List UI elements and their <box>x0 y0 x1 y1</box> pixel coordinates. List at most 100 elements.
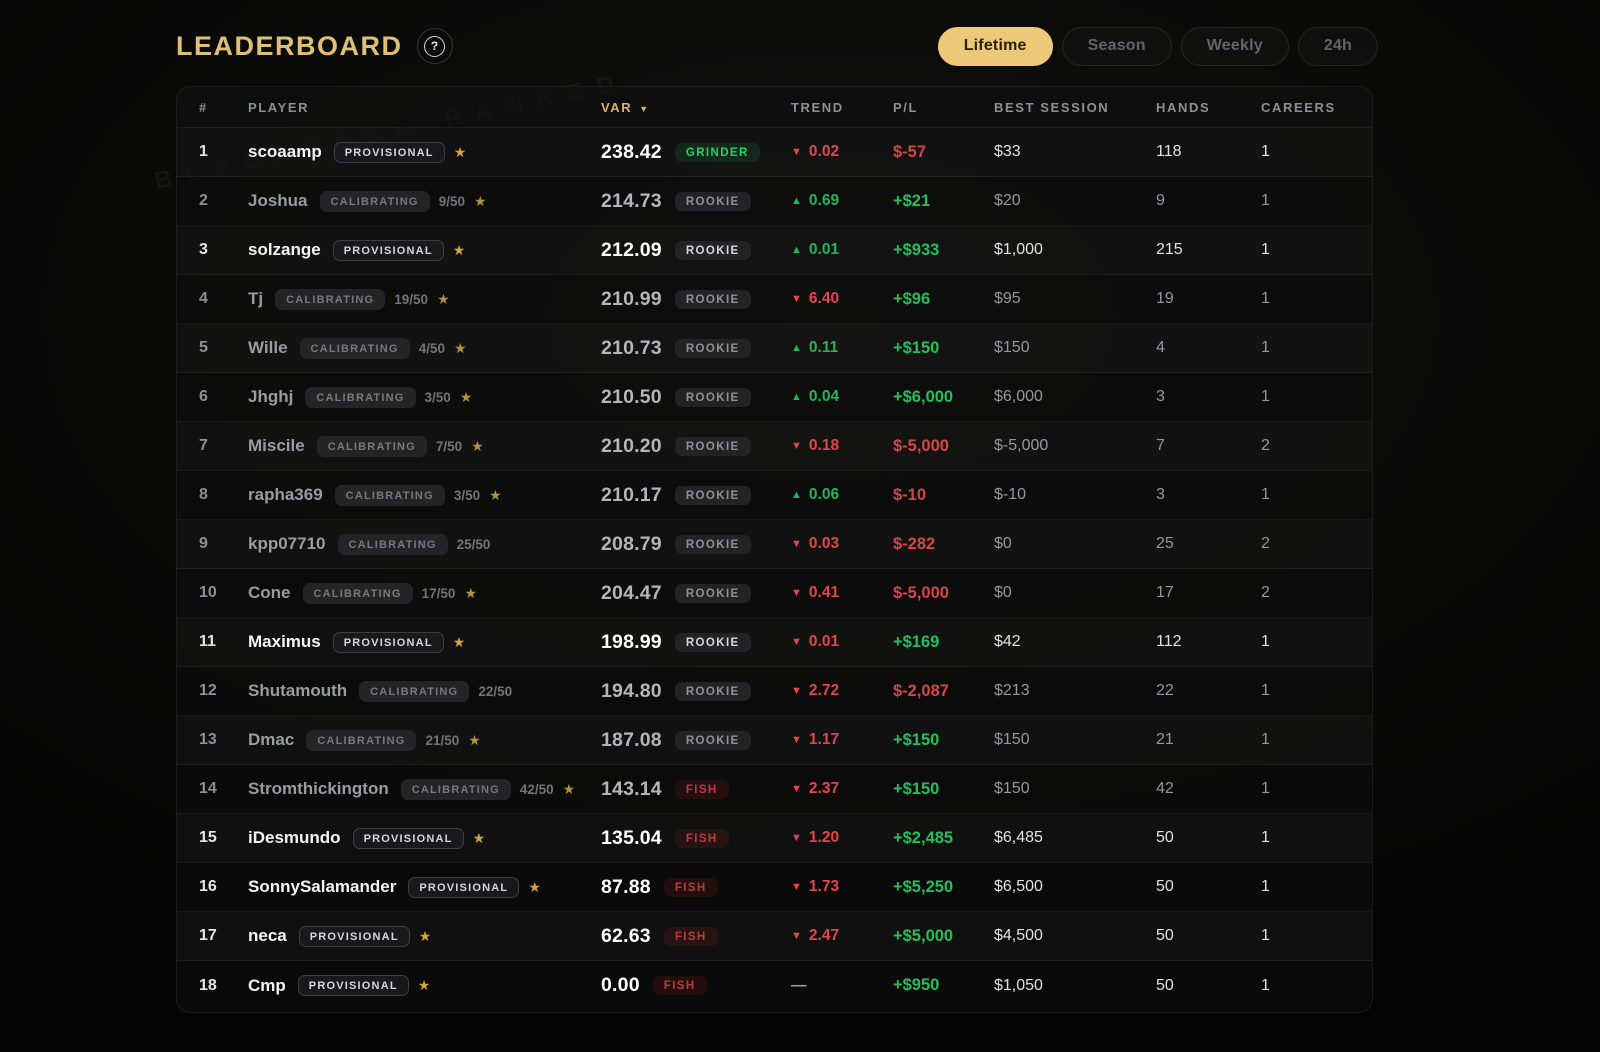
player-cell: Dmac CALIBRATING 21/50 ★ <box>248 729 601 751</box>
player-name: rapha369 <box>248 485 323 504</box>
status-badge: CALIBRATING <box>299 337 410 359</box>
tab-weekly[interactable]: Weekly <box>1180 26 1289 66</box>
best-session-value: $1,000 <box>994 241 1043 258</box>
sort-descending-icon: ▼ <box>639 103 650 114</box>
hands-value: 19 <box>1156 290 1174 307</box>
careers-value: 1 <box>1261 780 1270 797</box>
calibration-progress: 3/50 <box>424 389 451 405</box>
trend-value: 0.18 <box>808 437 840 454</box>
trend-cell: ▼ 6.40 <box>791 290 893 308</box>
player-name: Shutamouth <box>248 681 348 700</box>
trend-value: 0.04 <box>808 388 840 405</box>
table-header-row: # PLAYER VAR ▼ TREND P/L BEST SESSION HAN… <box>177 87 1372 128</box>
star-icon: ★ <box>452 241 466 258</box>
rank-value: 15 <box>199 829 217 846</box>
trend-cell: ▼ 2.72 <box>791 682 893 700</box>
best-session-value: $6,500 <box>994 878 1043 895</box>
table-row[interactable]: 12 Shutamouth CALIBRATING 22/50 194.80 R… <box>177 667 1372 716</box>
table-row[interactable]: 15 iDesmundo PROVISIONAL ★ 135.04 FISH ▼… <box>177 814 1372 863</box>
column-header-trend[interactable]: TREND <box>791 99 844 115</box>
careers-value: 1 <box>1261 192 1270 209</box>
var-cell: 210.20 ROOKIE <box>601 435 791 458</box>
column-header-best-session[interactable]: BEST SESSION <box>994 99 1110 115</box>
var-value: 198.99 <box>601 630 662 653</box>
trend-arrow-icon: ▲ <box>791 489 802 501</box>
best-session-value: $95 <box>994 290 1021 307</box>
hands-value: 9 <box>1156 192 1165 209</box>
tab-label: Season <box>1087 37 1146 54</box>
var-value: 143.14 <box>601 777 662 800</box>
player-cell: solzange PROVISIONAL ★ <box>248 239 601 261</box>
table-row[interactable]: 16 SonnySalamander PROVISIONAL ★ 87.88 F… <box>177 863 1372 912</box>
careers-value: 2 <box>1261 437 1270 454</box>
calibration-progress: 25/50 <box>456 536 491 552</box>
var-value: 0.00 <box>601 974 640 996</box>
tier-badge: GRINDER <box>674 142 760 162</box>
rank-value: 13 <box>199 731 217 748</box>
status-badge: CALIBRATING <box>334 484 445 506</box>
table-row[interactable]: 18 Cmp PROVISIONAL ★ 0.00 FISH — +$950 $… <box>177 961 1372 1010</box>
table-row[interactable]: 13 Dmac CALIBRATING 21/50 ★ 187.08 ROOKI… <box>177 716 1372 765</box>
var-value: 210.17 <box>601 483 662 506</box>
tab-24h[interactable]: 24h <box>1297 26 1378 66</box>
trend-cell: ▼ 0.41 <box>791 584 893 602</box>
table-row[interactable]: 10 Cone CALIBRATING 17/50 ★ 204.47 ROOKI… <box>177 569 1372 618</box>
table-row[interactable]: 14 Stromthickington CALIBRATING 42/50 ★ … <box>177 765 1372 814</box>
var-value: 214.73 <box>601 189 662 212</box>
trend-arrow-icon: ▼ <box>791 293 802 305</box>
column-header-player[interactable]: PLAYER <box>248 99 310 115</box>
pl-value: +$150 <box>893 338 940 357</box>
pl-value: $-282 <box>893 534 936 553</box>
var-value: 87.88 <box>601 875 651 898</box>
calibration-progress: 7/50 <box>435 438 463 454</box>
trend-arrow-icon: ▼ <box>791 685 802 697</box>
help-button[interactable]: ? <box>416 28 453 64</box>
table-row[interactable]: 17 neca PROVISIONAL ★ 62.63 FISH ▼ 2.47 … <box>177 912 1372 961</box>
column-header-careers[interactable]: CAREERS <box>1261 99 1336 115</box>
star-icon: ★ <box>468 731 481 748</box>
player-cell: Miscile CALIBRATING 7/50 ★ <box>248 435 601 457</box>
tier-badge: ROOKIE <box>674 534 751 554</box>
careers-value: 1 <box>1261 878 1270 895</box>
page-title: LEADERBOARD <box>176 30 403 61</box>
rank-value: 14 <box>199 780 217 797</box>
column-header-hands[interactable]: HANDS <box>1156 99 1211 115</box>
trend-cell: ▼ 0.18 <box>791 437 893 455</box>
column-header-pl[interactable]: P/L <box>893 99 919 115</box>
column-header-var[interactable]: VAR ▼ <box>601 100 791 115</box>
pl-value: +$933 <box>893 240 940 259</box>
table-row[interactable]: 11 Maximus PROVISIONAL ★ 198.99 ROOKIE ▼… <box>177 618 1372 667</box>
table-row[interactable]: 6 Jhghj CALIBRATING 3/50 ★ 210.50 ROOKIE… <box>177 373 1372 422</box>
calibration-progress: 9/50 <box>438 193 465 209</box>
player-cell: Cone CALIBRATING 17/50 ★ <box>248 582 601 604</box>
star-icon: ★ <box>459 388 473 405</box>
table-row[interactable]: 4 Tj CALIBRATING 19/50 ★ 210.99 ROOKIE ▼… <box>177 275 1372 324</box>
careers-value: 2 <box>1261 535 1270 552</box>
calibration-progress: 17/50 <box>421 585 456 601</box>
table-row[interactable]: 5 Wille CALIBRATING 4/50 ★ 210.73 ROOKIE… <box>177 324 1372 373</box>
table-row[interactable]: 1 scoaamp PROVISIONAL ★ 238.42 GRINDER ▼… <box>177 128 1372 177</box>
tier-badge: ROOKIE <box>674 632 751 652</box>
rank-value: 6 <box>199 388 208 405</box>
best-session-value: $0 <box>994 584 1012 601</box>
trend-value: 0.01 <box>808 633 840 650</box>
best-session-value: $150 <box>994 780 1030 797</box>
trend-arrow-icon: ▲ <box>791 391 802 403</box>
player-name: Cmp <box>248 975 286 995</box>
rank-value: 7 <box>199 437 208 454</box>
table-row[interactable]: 9 kpp07710 CALIBRATING 25/50 208.79 ROOK… <box>177 520 1372 569</box>
player-cell: neca PROVISIONAL ★ <box>248 925 601 947</box>
player-cell: Tj CALIBRATING 19/50 ★ <box>248 288 601 310</box>
trend-arrow-icon: ▼ <box>791 881 802 893</box>
table-row[interactable]: 3 solzange PROVISIONAL ★ 212.09 ROOKIE ▲… <box>177 226 1372 275</box>
table-row[interactable]: 7 Miscile CALIBRATING 7/50 ★ 210.20 ROOK… <box>177 422 1372 471</box>
tab-season[interactable]: Season <box>1061 26 1172 66</box>
table-row[interactable]: 2 Joshua CALIBRATING 9/50 ★ 214.73 ROOKI… <box>177 177 1372 226</box>
table-row[interactable]: 8 rapha369 CALIBRATING 3/50 ★ 210.17 ROO… <box>177 471 1372 520</box>
trend-value: 2.47 <box>808 927 840 944</box>
column-header-rank[interactable]: # <box>199 99 208 115</box>
tab-lifetime[interactable]: Lifetime <box>937 26 1053 66</box>
star-icon: ★ <box>464 584 478 601</box>
careers-value: 1 <box>1261 486 1270 503</box>
var-cell: 87.88 FISH <box>601 876 791 899</box>
